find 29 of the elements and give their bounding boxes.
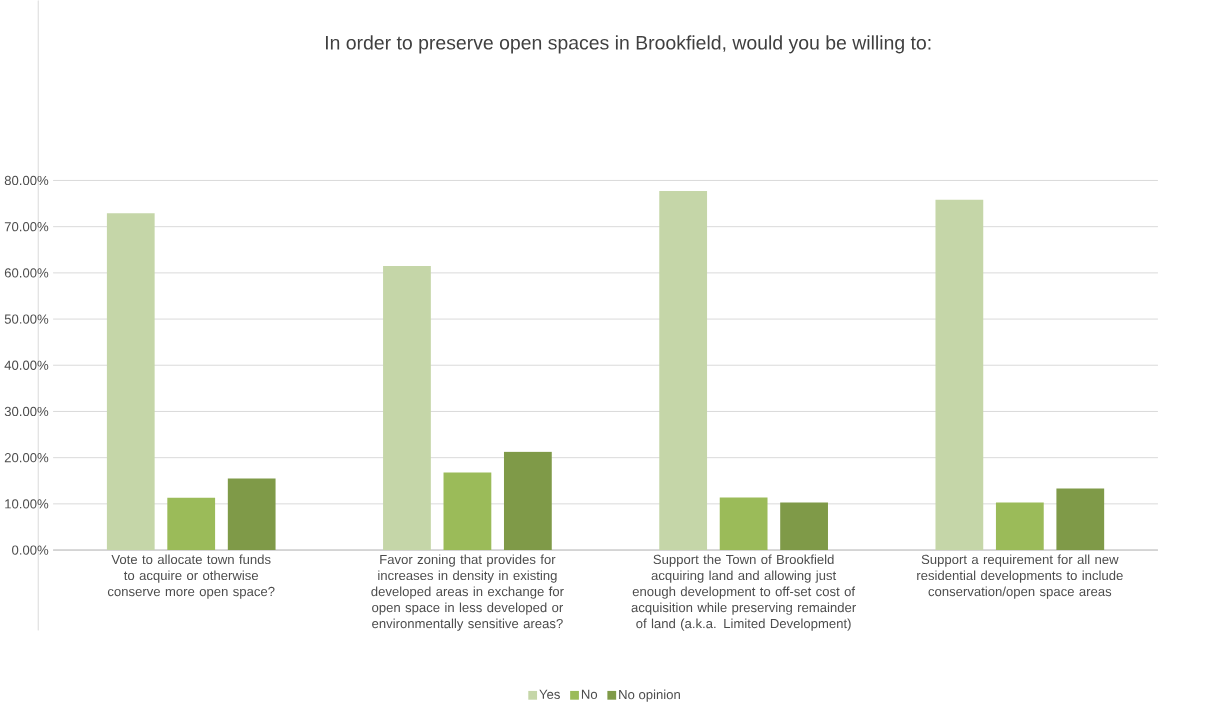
y-tick-label: 30.00% bbox=[4, 406, 49, 417]
bar bbox=[167, 497, 216, 551]
y-tick-label: 50.00% bbox=[4, 314, 49, 324]
bar bbox=[106, 213, 155, 551]
y-tick-label: 0.00% bbox=[12, 545, 49, 555]
x-tick-label: Vote to allocate town funds to acquire or otherwise conserve more open space? bbox=[107, 554, 275, 599]
bar bbox=[719, 497, 768, 551]
bar bbox=[995, 502, 1044, 551]
bar bbox=[503, 451, 552, 551]
x-tick-label: Support the Town of Brookfield acquiring land and allowing just enough development to off-set cost of acquisition while preserving remainder of land (a.k.a. Limited Development) bbox=[631, 554, 856, 631]
y-tick-label: 60.00% bbox=[4, 268, 49, 278]
y-tick-label: 70.00% bbox=[4, 222, 49, 232]
legend-label: No bbox=[581, 689, 598, 700]
bar bbox=[383, 265, 431, 551]
y-tick-label: 80.00% bbox=[4, 175, 49, 186]
y-tick-label: 40.00% bbox=[4, 360, 49, 370]
bar bbox=[1056, 488, 1105, 551]
bar bbox=[780, 502, 828, 551]
bar bbox=[659, 191, 708, 551]
y-tick-label: 20.00% bbox=[4, 453, 49, 463]
bar bbox=[227, 478, 276, 551]
chart-title: In order to preserve open spaces in Brookfield, would you be willing to: bbox=[325, 35, 931, 54]
bar bbox=[935, 199, 984, 551]
legend-label: Yes bbox=[539, 689, 560, 700]
y-tick-label: 10.00% bbox=[5, 499, 49, 509]
x-tick-label: Support a requirement for all new residential developments to include conservation/open space areas bbox=[917, 554, 1123, 599]
bar bbox=[443, 472, 492, 551]
legend-label: No opinion bbox=[619, 689, 680, 702]
x-tick-label: Favor zoning that provides for increases in density in existing developed areas in exchange for open space in less developed or environmentally sensitive areas? bbox=[371, 554, 564, 631]
